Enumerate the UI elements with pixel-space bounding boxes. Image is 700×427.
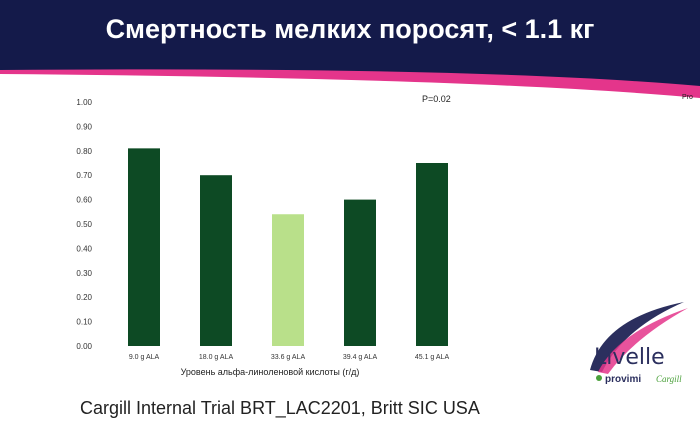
logo-provimi-text: provimi bbox=[605, 374, 641, 385]
x-tick-label: 9.0 g ALA bbox=[129, 354, 160, 361]
y-tick-label: 0.10 bbox=[76, 318, 92, 327]
footer-source: Cargill Internal Trial BRT_LAC2201, Brit… bbox=[80, 398, 480, 418]
bar-1 bbox=[128, 148, 160, 346]
header-navy-band bbox=[0, 0, 700, 86]
bar-chart: 0.00 0.10 0.20 0.30 0.40 0.50 0.60 0.70 0.80 0.90… bbox=[76, 94, 451, 377]
y-tick-label: 0.40 bbox=[76, 244, 92, 253]
y-tick-label: 1.00 bbox=[76, 98, 92, 107]
y-tick-label: 0.60 bbox=[76, 196, 92, 205]
logo-green-dot-icon bbox=[596, 375, 602, 381]
y-tick-label: 0.20 bbox=[76, 293, 92, 302]
y-tick-label: 0.90 bbox=[76, 122, 92, 131]
y-tick-label: 0.50 bbox=[76, 220, 92, 229]
header-band bbox=[0, 0, 700, 98]
bar-2 bbox=[200, 175, 232, 346]
y-tick-label: 0.70 bbox=[76, 171, 92, 180]
x-tick-label: 33.6 g ALA bbox=[271, 354, 306, 361]
livelle-logo: Livelle provimi Cargill bbox=[590, 302, 688, 385]
logo-swoosh-icon bbox=[590, 302, 684, 372]
bar-3 bbox=[272, 214, 304, 346]
y-tick-label: 0.30 bbox=[76, 269, 92, 278]
edge-label: Pro bbox=[682, 94, 693, 101]
x-axis-title: Уровень альфа-линоленовой кислоты (г/д) bbox=[181, 367, 360, 377]
y-tick-label: 0.00 bbox=[76, 342, 92, 351]
logo-swoosh-accent-icon bbox=[598, 308, 688, 374]
x-tick-label: 45.1 g ALA bbox=[415, 354, 450, 361]
slide-title: Смертность мелких поросят, < 1.1 кг bbox=[105, 14, 595, 44]
y-tick-label: 0.80 bbox=[76, 147, 92, 156]
p-value-annotation: P=0.02 bbox=[422, 94, 451, 104]
x-tick-label: 39.4 g ALA bbox=[343, 354, 378, 361]
x-tick-label: 18.0 g ALA bbox=[199, 354, 234, 361]
bar-4 bbox=[344, 199, 376, 346]
logo-cargill-text: Cargill bbox=[656, 374, 682, 384]
logo-brand-text: Livelle bbox=[594, 345, 665, 370]
bar-5 bbox=[416, 163, 448, 346]
